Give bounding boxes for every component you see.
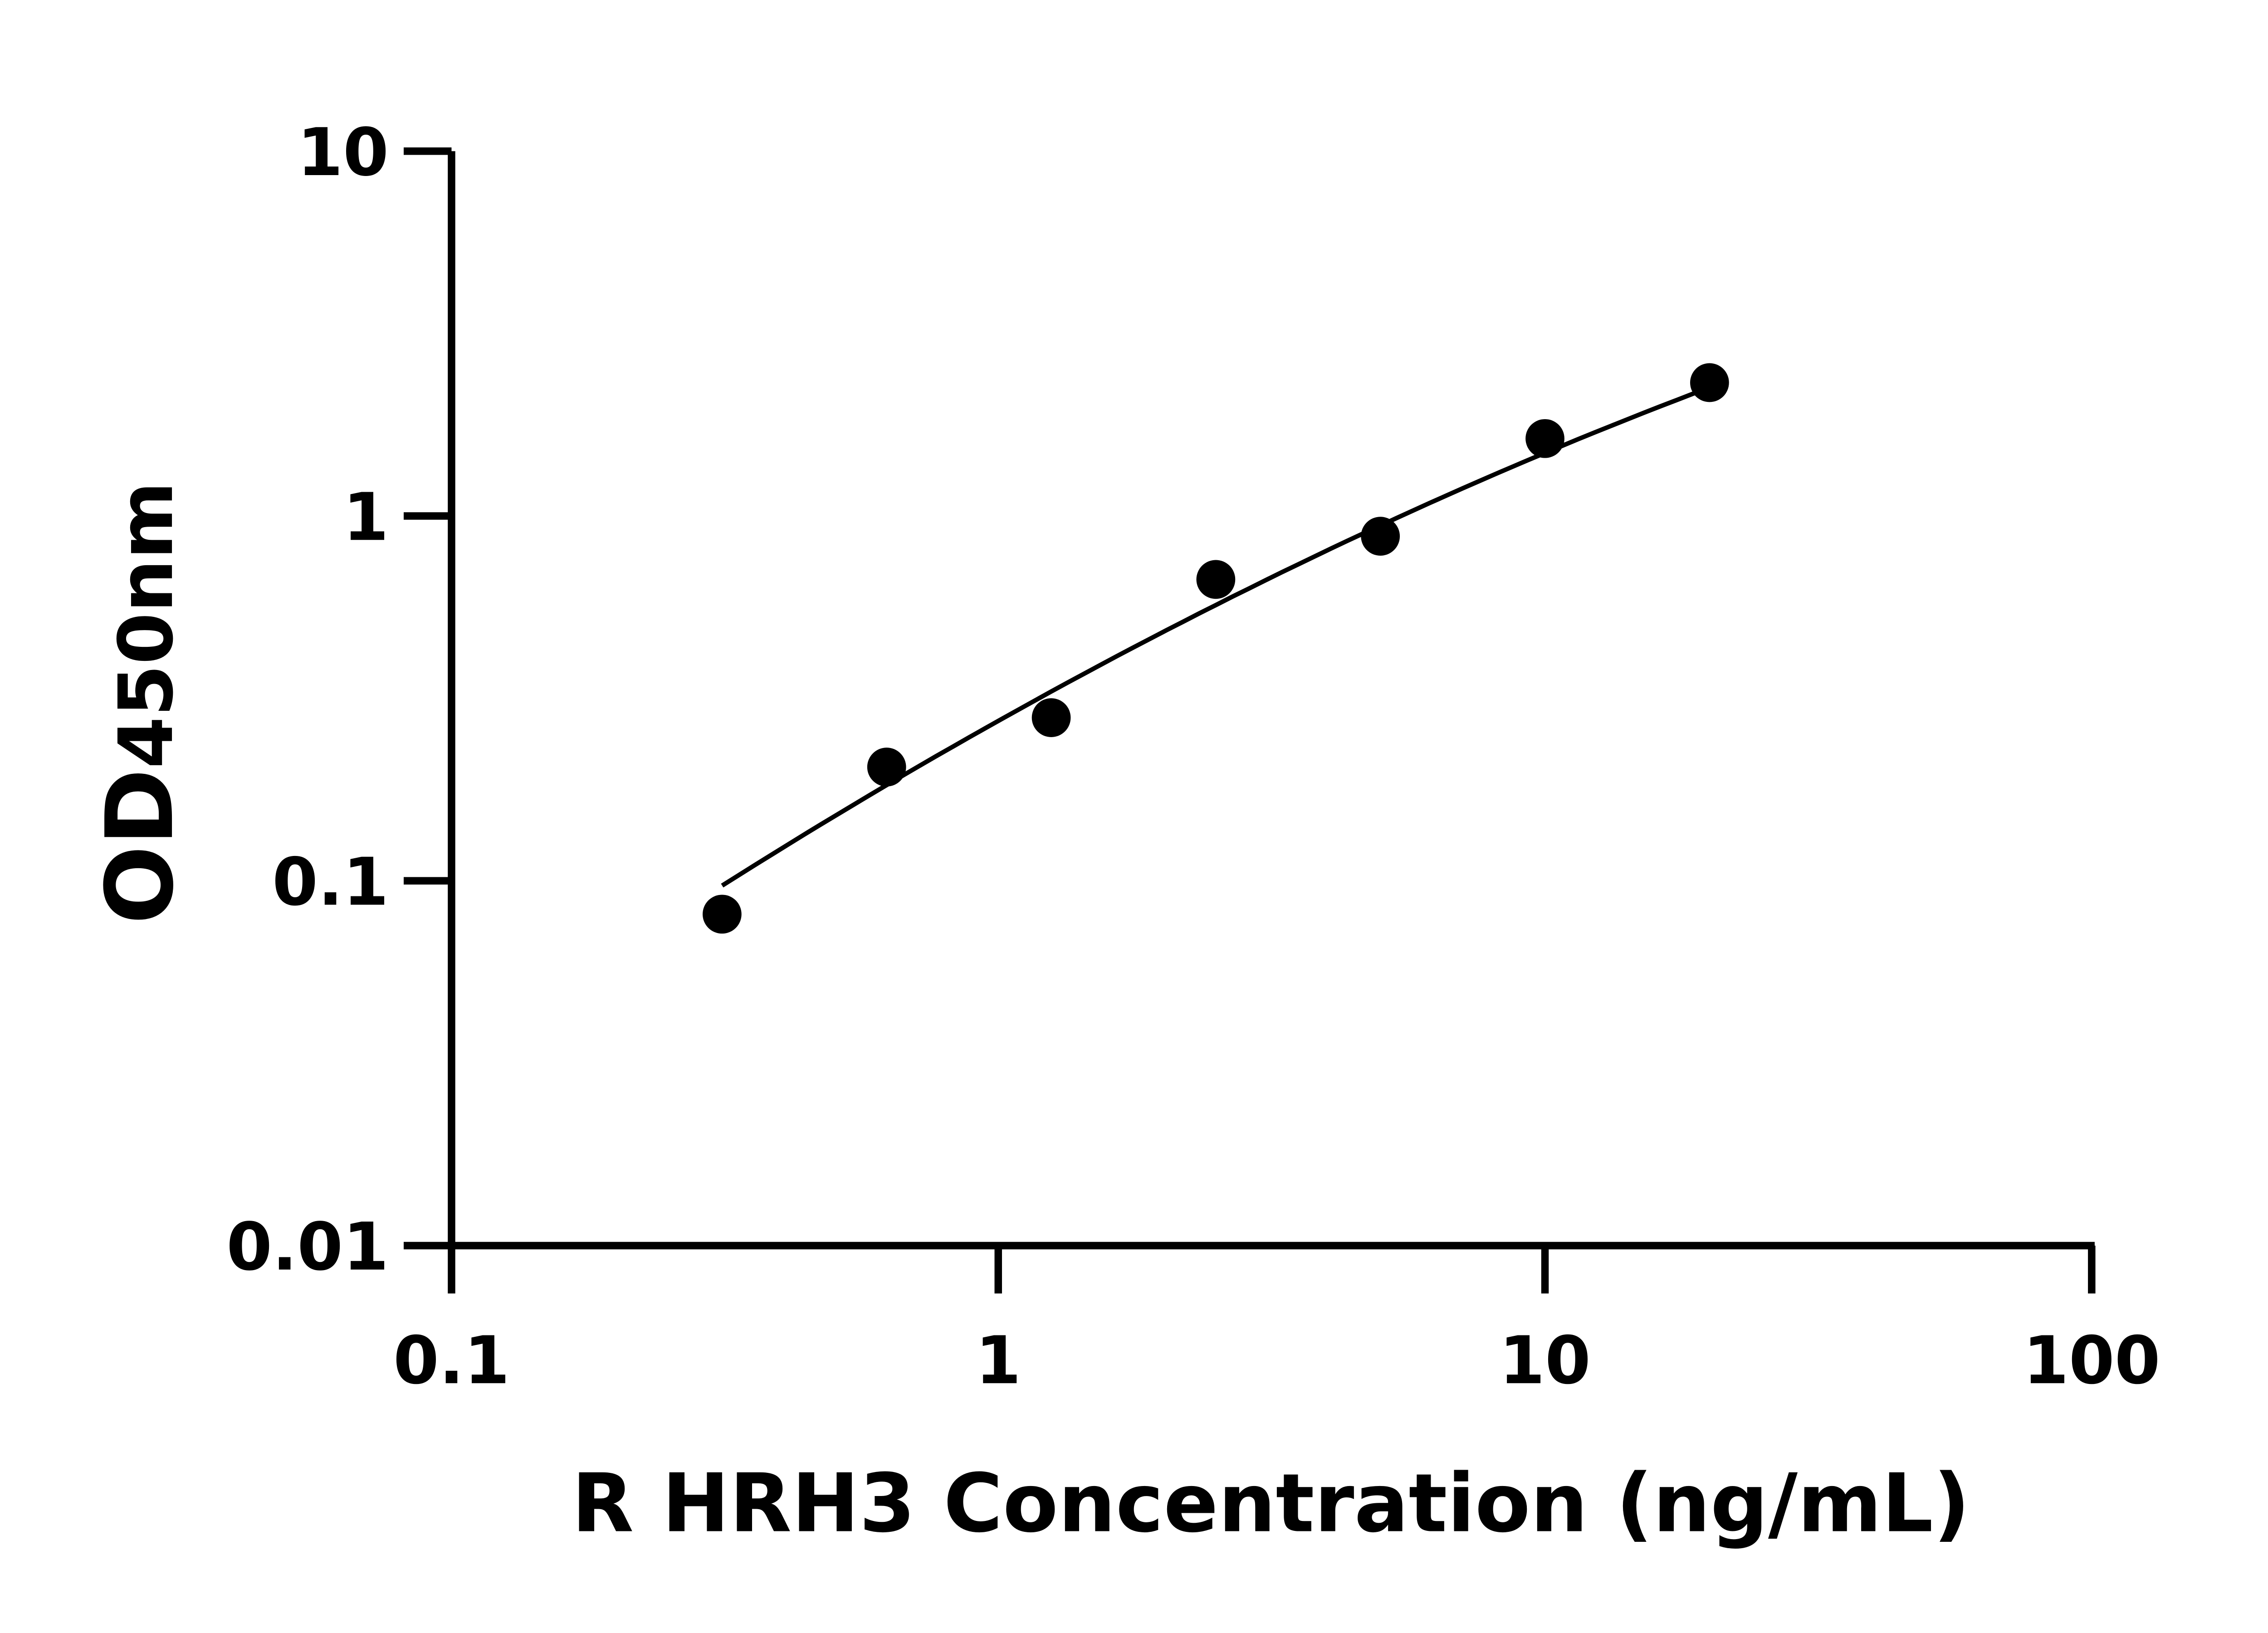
x-tick-label: 0.1 [393, 1322, 510, 1399]
y-tick-label: 0.01 [226, 1209, 389, 1286]
x-tick-label: 1 [975, 1322, 1021, 1399]
x-tick-label: 100 [2023, 1322, 2160, 1399]
data-point [867, 748, 906, 787]
data-point [1361, 517, 1400, 556]
y-axis-label: OD450nm [86, 481, 194, 924]
data-point [1196, 560, 1236, 599]
data-point [703, 895, 742, 934]
data-points [703, 363, 1729, 934]
y-tick-label: 10 [297, 114, 389, 191]
x-tick-label: 10 [1499, 1322, 1591, 1399]
data-point [1690, 363, 1729, 402]
y-axis-label-sub: 450nm [103, 481, 190, 768]
svg-text:OD450nm: OD450nm [86, 481, 194, 924]
y-tick-label: 0.1 [272, 844, 389, 920]
x-axis-label: R HRH3 Concentration (ng/mL) [572, 1457, 1970, 1550]
data-point [1031, 698, 1071, 737]
fit-curve [721, 385, 1711, 888]
axes [448, 151, 2095, 1250]
data-point [1525, 419, 1564, 458]
y-tick-label: 1 [343, 479, 389, 556]
y-axis-label-main: OD [86, 768, 194, 924]
